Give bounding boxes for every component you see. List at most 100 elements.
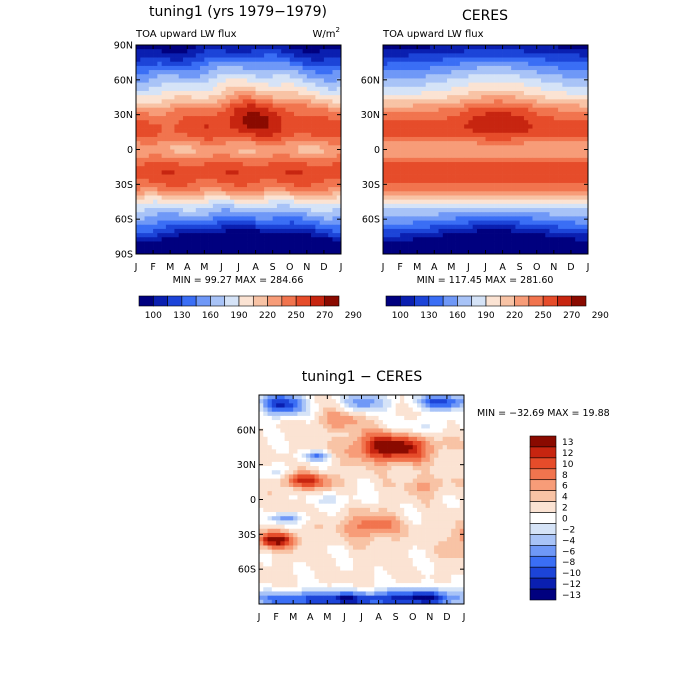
field-cell bbox=[336, 145, 342, 150]
field-cell bbox=[234, 212, 239, 217]
field-cell bbox=[165, 95, 171, 100]
field-cell bbox=[562, 132, 567, 138]
field-cell bbox=[225, 70, 231, 75]
field-cell bbox=[332, 149, 338, 155]
field-cell bbox=[182, 107, 188, 113]
field-cell bbox=[506, 141, 512, 146]
field-cell bbox=[553, 141, 559, 146]
y-tick-label: 30N bbox=[114, 110, 133, 121]
field-cell bbox=[528, 233, 533, 238]
field-cell bbox=[528, 212, 533, 217]
field-cell bbox=[541, 124, 546, 129]
field-cell bbox=[523, 99, 529, 104]
field-cell bbox=[289, 153, 295, 159]
field-cell bbox=[264, 49, 269, 54]
field-cell bbox=[412, 157, 418, 163]
field-cell bbox=[442, 111, 448, 117]
field-cell bbox=[272, 178, 278, 184]
field-cell bbox=[174, 128, 180, 134]
field-cell bbox=[255, 178, 261, 184]
field-cell bbox=[259, 70, 265, 75]
field-cell bbox=[566, 99, 572, 104]
field-cell bbox=[519, 245, 525, 251]
field-cell bbox=[494, 199, 499, 205]
field-cell bbox=[165, 233, 171, 238]
field-cell bbox=[221, 86, 227, 92]
field-cell bbox=[217, 136, 222, 142]
field-cell bbox=[506, 107, 512, 113]
field-cell bbox=[447, 233, 452, 238]
field-cell bbox=[264, 111, 269, 117]
field-cell bbox=[498, 74, 503, 79]
field-cell bbox=[281, 157, 286, 163]
field-cell bbox=[148, 174, 154, 180]
field-cell bbox=[459, 170, 465, 175]
field-cell bbox=[523, 90, 529, 96]
field-cell bbox=[506, 178, 512, 184]
field-cell bbox=[157, 74, 162, 79]
field-cell bbox=[523, 111, 529, 117]
field-cell bbox=[336, 86, 342, 92]
field-cell bbox=[229, 178, 235, 184]
field-cell bbox=[570, 178, 576, 184]
field-cell bbox=[451, 74, 456, 79]
field-cell bbox=[238, 241, 244, 246]
field-cell bbox=[489, 82, 495, 88]
field-cell bbox=[468, 153, 474, 159]
field-cell bbox=[383, 245, 388, 251]
field-cell bbox=[417, 233, 422, 238]
field-cell bbox=[221, 82, 227, 88]
field-cell bbox=[472, 199, 478, 205]
field-cell bbox=[472, 237, 478, 242]
field-cell bbox=[549, 195, 555, 201]
field-cell bbox=[315, 170, 320, 175]
field-cell bbox=[247, 153, 252, 159]
field-cell bbox=[455, 153, 461, 159]
field-cell bbox=[302, 195, 308, 201]
field-cell bbox=[570, 203, 576, 209]
field-cell bbox=[447, 86, 452, 92]
field-cell bbox=[494, 103, 499, 109]
field-cell bbox=[519, 111, 525, 117]
field-cell bbox=[161, 224, 167, 230]
field-cell bbox=[400, 178, 405, 184]
field-cell bbox=[276, 162, 282, 167]
field-cell bbox=[165, 199, 171, 205]
field-cell bbox=[575, 157, 580, 163]
field-cell bbox=[395, 199, 401, 205]
field-cell bbox=[575, 99, 580, 104]
field-cell bbox=[259, 95, 265, 100]
field-cell bbox=[447, 95, 452, 100]
colorbar-swatch bbox=[414, 295, 430, 307]
field-cell bbox=[306, 208, 312, 213]
field-cell bbox=[140, 70, 145, 75]
field-cell bbox=[494, 153, 499, 159]
field-cell bbox=[208, 216, 214, 221]
field-cell bbox=[417, 90, 422, 96]
x-tick-label: J bbox=[134, 262, 138, 273]
field-cell bbox=[511, 220, 516, 226]
field-cell bbox=[298, 245, 303, 251]
field-cell bbox=[229, 141, 235, 146]
field-cell bbox=[319, 162, 325, 167]
field-cell bbox=[323, 157, 329, 163]
y-tick-label: 0 bbox=[374, 145, 380, 156]
field-cell bbox=[170, 99, 175, 104]
field-cell bbox=[161, 153, 167, 159]
field-cell bbox=[306, 237, 312, 242]
field-cell bbox=[570, 245, 576, 251]
field-cell bbox=[485, 233, 491, 238]
field-cell bbox=[174, 208, 180, 213]
field-cell bbox=[148, 70, 154, 75]
field-cell bbox=[558, 237, 563, 242]
field-cell bbox=[170, 249, 175, 255]
field-cell bbox=[157, 220, 162, 226]
field-cell bbox=[408, 82, 414, 88]
field-cell bbox=[311, 103, 316, 109]
field-cell bbox=[468, 212, 474, 217]
field-cell bbox=[276, 111, 282, 117]
field-cell bbox=[421, 90, 427, 96]
field-cell bbox=[391, 220, 397, 226]
field-cell bbox=[562, 45, 567, 50]
field-cell bbox=[464, 70, 469, 75]
